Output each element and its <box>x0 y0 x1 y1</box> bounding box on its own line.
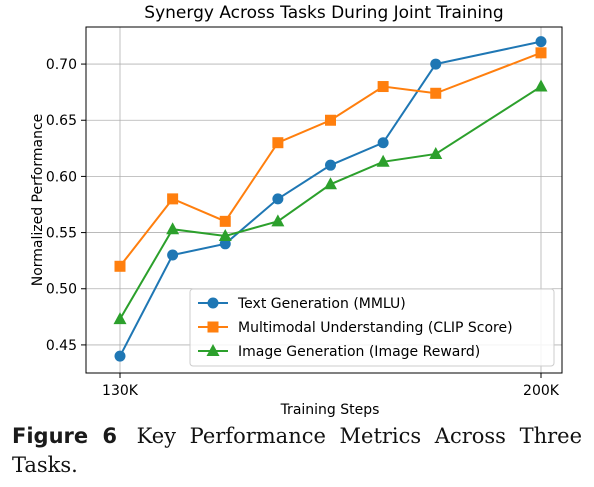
series-2 <box>114 47 547 272</box>
data-point <box>534 79 548 92</box>
data-point <box>430 58 442 70</box>
data-point <box>167 249 179 261</box>
x-axis-ticks: 130K 200K <box>102 373 560 399</box>
y-tick-label: 0.45 <box>46 338 77 354</box>
series-line <box>119 85 542 320</box>
y-tick-label: 0.60 <box>46 169 77 185</box>
data-point <box>218 228 232 241</box>
series-3 <box>113 79 548 325</box>
data-point <box>325 114 336 126</box>
y-tick-label: 0.50 <box>46 282 77 298</box>
legend-entry: Text Generation (MMLU) <box>198 296 406 312</box>
legend: Text Generation (MMLU) Multimodal Underst… <box>189 288 555 367</box>
series-1 <box>114 36 547 362</box>
data-point <box>535 47 547 59</box>
data-point <box>272 137 284 149</box>
data-point <box>376 154 390 167</box>
plot-frame <box>85 26 563 374</box>
x-tick-label: 200K <box>523 383 560 399</box>
data-point <box>219 238 231 250</box>
figure-label: Figure 6 <box>12 424 117 448</box>
figure-caption-text: Key Performance Metrics Across Three Tas… <box>12 424 582 477</box>
series-layer <box>113 36 548 362</box>
grid-lines <box>86 27 562 373</box>
data-point <box>113 312 127 325</box>
y-tick-label: 0.65 <box>46 113 77 129</box>
series-line <box>119 51 542 267</box>
legend-marker <box>206 344 220 356</box>
data-point <box>377 137 389 149</box>
series-line <box>119 40 542 357</box>
data-point <box>535 36 547 48</box>
data-point <box>114 350 126 362</box>
data-point <box>429 146 443 159</box>
data-point <box>325 159 336 171</box>
y-tick-label: 0.55 <box>46 226 77 242</box>
data-point <box>377 81 389 93</box>
y-axis-label: Normalized Performance <box>30 114 46 287</box>
y-tick-label: 0.70 <box>46 57 77 73</box>
x-tick-label: 130K <box>102 383 139 399</box>
data-point <box>271 214 285 227</box>
x-axis-label: Training Steps <box>280 402 380 418</box>
data-point <box>324 177 337 190</box>
legend-entry: Image Generation (Image Reward) <box>198 344 480 360</box>
data-point <box>219 215 231 227</box>
figure-caption: Figure 6 Key Performance Metrics Across … <box>12 422 582 480</box>
legend-box <box>189 288 555 367</box>
line-chart: Synergy Across Tasks During Joint Traini… <box>30 3 563 418</box>
data-point <box>167 193 179 205</box>
legend-entry: Multimodal Understanding (CLIP Score) <box>198 320 513 336</box>
data-point <box>430 87 442 99</box>
legend-label: Multimodal Understanding (CLIP Score) <box>238 320 513 336</box>
legend-label: Text Generation (MMLU) <box>237 296 406 312</box>
legend-marker <box>207 321 219 333</box>
legend-label: Image Generation (Image Reward) <box>238 344 480 360</box>
data-point <box>272 193 284 205</box>
y-axis-ticks: 0.45 0.50 0.55 0.60 0.65 0.70 <box>46 57 86 354</box>
data-point <box>114 260 126 272</box>
data-point <box>166 222 180 235</box>
legend-marker <box>207 297 219 309</box>
chart-title: Synergy Across Tasks During Joint Traini… <box>144 3 503 23</box>
